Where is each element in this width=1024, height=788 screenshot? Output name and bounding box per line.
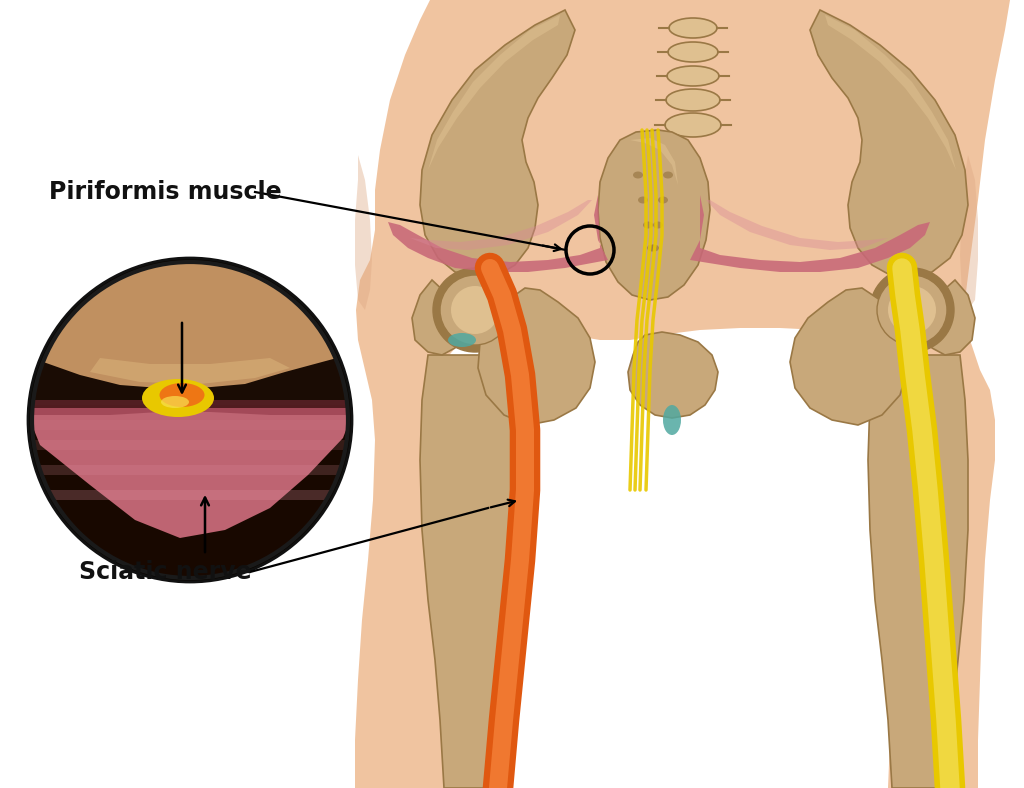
- Polygon shape: [412, 280, 462, 355]
- Circle shape: [451, 286, 499, 334]
- Polygon shape: [790, 288, 908, 425]
- Polygon shape: [32, 400, 348, 415]
- Polygon shape: [32, 262, 348, 388]
- Polygon shape: [410, 200, 592, 250]
- Polygon shape: [420, 10, 575, 278]
- Polygon shape: [90, 358, 290, 384]
- Ellipse shape: [667, 66, 719, 86]
- Circle shape: [870, 268, 954, 352]
- Polygon shape: [630, 138, 678, 185]
- Circle shape: [888, 286, 936, 334]
- Polygon shape: [32, 408, 348, 538]
- Ellipse shape: [665, 113, 721, 137]
- Polygon shape: [32, 420, 348, 430]
- Ellipse shape: [449, 333, 476, 347]
- Polygon shape: [478, 288, 595, 425]
- Polygon shape: [355, 155, 372, 310]
- Ellipse shape: [663, 405, 681, 435]
- Circle shape: [440, 275, 510, 345]
- Ellipse shape: [669, 18, 717, 38]
- Polygon shape: [32, 262, 348, 405]
- Ellipse shape: [638, 196, 648, 203]
- Polygon shape: [961, 155, 978, 310]
- Polygon shape: [32, 490, 348, 500]
- Polygon shape: [690, 195, 930, 272]
- Polygon shape: [428, 15, 560, 170]
- Ellipse shape: [161, 396, 189, 408]
- Circle shape: [877, 275, 947, 345]
- Polygon shape: [355, 0, 1010, 788]
- Ellipse shape: [666, 89, 720, 111]
- Polygon shape: [420, 355, 516, 788]
- Ellipse shape: [633, 172, 643, 179]
- Ellipse shape: [142, 379, 214, 417]
- Polygon shape: [825, 15, 956, 170]
- Ellipse shape: [647, 244, 657, 251]
- Polygon shape: [388, 195, 608, 272]
- Polygon shape: [925, 280, 975, 355]
- Ellipse shape: [160, 383, 205, 407]
- Polygon shape: [628, 332, 718, 418]
- Ellipse shape: [643, 221, 653, 229]
- Ellipse shape: [663, 172, 673, 179]
- Ellipse shape: [653, 221, 663, 229]
- Text: Piriformis muscle: Piriformis muscle: [49, 180, 282, 204]
- Polygon shape: [598, 130, 710, 300]
- Polygon shape: [868, 355, 968, 788]
- Text: Sciatic nerve: Sciatic nerve: [79, 560, 251, 584]
- Polygon shape: [32, 465, 348, 475]
- Polygon shape: [32, 440, 348, 450]
- Circle shape: [433, 268, 517, 352]
- Ellipse shape: [668, 42, 718, 62]
- Circle shape: [28, 258, 352, 582]
- Circle shape: [32, 262, 348, 578]
- Polygon shape: [706, 200, 888, 250]
- Polygon shape: [810, 10, 968, 278]
- Ellipse shape: [649, 244, 659, 251]
- Ellipse shape: [658, 196, 668, 203]
